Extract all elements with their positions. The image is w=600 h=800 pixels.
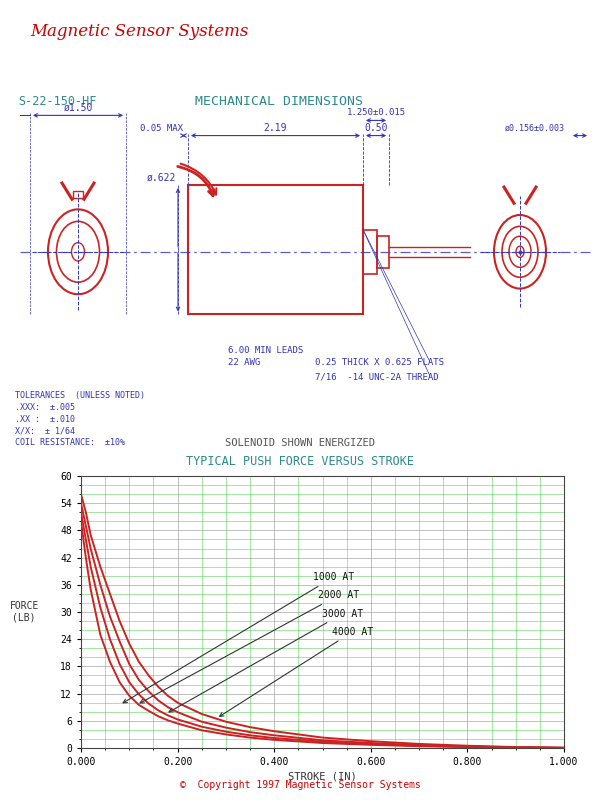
Text: ©  Copyright 1997 Magnetic Sensor Systems: © Copyright 1997 Magnetic Sensor Systems [179,781,421,790]
Bar [377,236,389,268]
Text: 4000 AT: 4000 AT [220,626,373,716]
Text: TYPICAL PUSH FORCE VERSUS STROKE: TYPICAL PUSH FORCE VERSUS STROKE [186,455,414,468]
Text: S-22-150-HF: S-22-150-HF [18,95,97,108]
Bar [188,185,363,314]
Bar [363,230,377,274]
X-axis label: STROKE (IN): STROKE (IN) [288,771,357,781]
Text: ø.622: ø.622 [146,173,176,183]
Text: 2000 AT: 2000 AT [140,590,359,703]
Text: ø1.50: ø1.50 [64,102,92,112]
Y-axis label: FORCE
(LB): FORCE (LB) [10,602,39,622]
Text: 0.05 MAX: 0.05 MAX [140,123,183,133]
Text: MECHANICAL DIMENSIONS: MECHANICAL DIMENSIONS [195,95,363,108]
Bar [73,191,83,198]
Text: 0.50: 0.50 [364,122,388,133]
Text: 1.250±0.015: 1.250±0.015 [346,108,406,118]
Text: 0.25 THICK X 0.625 FLATS: 0.25 THICK X 0.625 FLATS [315,358,444,367]
Text: ø0.156±0.003: ø0.156±0.003 [505,123,565,133]
Text: 7/16  -14 UNC-2A THREAD: 7/16 -14 UNC-2A THREAD [315,372,439,381]
Text: SOLENOID SHOWN ENERGIZED: SOLENOID SHOWN ENERGIZED [225,438,375,448]
Text: 1000 AT: 1000 AT [123,572,354,703]
Text: 22 AWG: 22 AWG [228,358,260,367]
Text: TOLERANCES  (UNLESS NOTED)
.XXX:  ±.005
.XX :  ±.010
X/X:  ± 1/64
COIL RESISTANC: TOLERANCES (UNLESS NOTED) .XXX: ±.005 .X… [15,391,145,447]
Text: 6.00 MIN LEADS: 6.00 MIN LEADS [228,346,303,355]
Text: 2.19: 2.19 [264,122,287,133]
Text: 3000 AT: 3000 AT [169,609,364,712]
Text: Magnetic Sensor Systems: Magnetic Sensor Systems [30,23,248,41]
